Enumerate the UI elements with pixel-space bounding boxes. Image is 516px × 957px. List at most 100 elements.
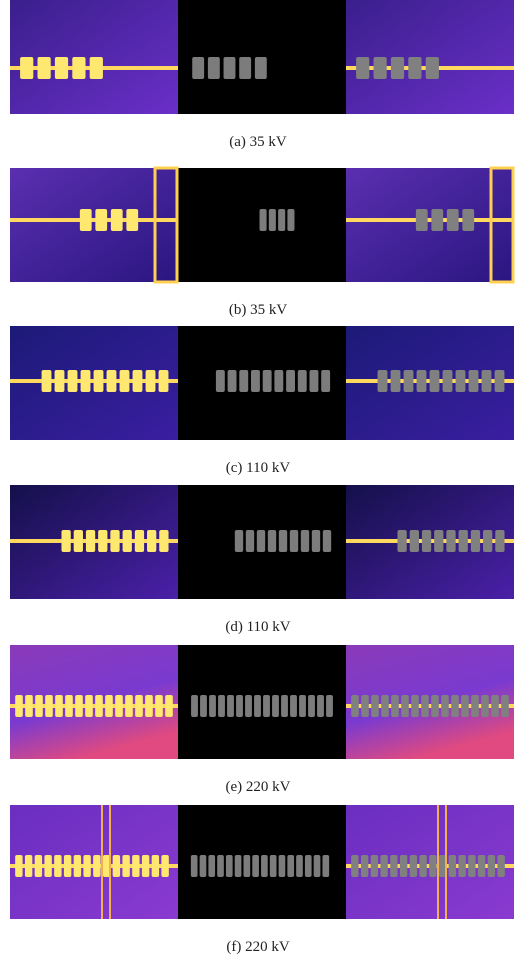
insulator-disc: [281, 695, 288, 717]
insulator-disc: [351, 855, 358, 877]
insulator-disc: [126, 209, 138, 231]
insulator-disc: [278, 209, 285, 231]
insulator-disc: [83, 855, 90, 877]
insulator-disc: [299, 695, 306, 717]
insulator-disc: [308, 695, 315, 717]
insulator-disc: [135, 530, 144, 552]
insulator-disc: [272, 695, 279, 717]
insulator-disc: [404, 370, 414, 392]
insulator-disc: [426, 57, 439, 79]
insulator-disc: [401, 695, 409, 717]
insulator-disc: [61, 530, 70, 552]
insulator-disc: [155, 695, 163, 717]
insulator-disc: [235, 530, 243, 552]
insulator-disc: [321, 370, 330, 392]
insulator-disc: [68, 370, 78, 392]
insulator-disc: [255, 57, 267, 79]
insulator-disc: [471, 530, 480, 552]
insulator-disc: [208, 855, 215, 877]
insulator-disc: [449, 855, 456, 877]
insulator-disc: [497, 855, 504, 877]
insulator-disc: [208, 57, 220, 79]
insulator-disc: [226, 855, 233, 877]
insulator-disc: [268, 530, 276, 552]
insulator-disc: [146, 370, 156, 392]
insulator-disc: [244, 855, 251, 877]
insulator-disc: [159, 530, 168, 552]
insulator-disc: [257, 530, 265, 552]
insulator-disc: [235, 855, 242, 877]
insulator-disc: [481, 695, 489, 717]
insulator-disc: [64, 855, 71, 877]
insulator-disc: [434, 530, 443, 552]
insulator-disc: [254, 695, 261, 717]
insulator-disc: [430, 370, 440, 392]
insulator-disc: [95, 695, 103, 717]
insulator-disc: [287, 209, 294, 231]
insulator-disc: [159, 370, 169, 392]
insulator-disc: [55, 370, 65, 392]
insulator-disc: [411, 695, 419, 717]
insulator-disc: [54, 855, 61, 877]
insulator-disc: [371, 855, 378, 877]
insulator-disc: [446, 530, 455, 552]
insulator-disc: [270, 855, 277, 877]
insulator-disc: [447, 209, 459, 231]
insulator-disc: [42, 370, 52, 392]
insulator-disc: [165, 695, 173, 717]
insulator-disc: [431, 209, 443, 231]
insulator-disc: [218, 695, 225, 717]
insulator-disc: [93, 855, 100, 877]
insulator-disc: [261, 855, 268, 877]
overlay-image: [346, 168, 514, 282]
insulator-disc: [191, 695, 198, 717]
insulator-disc: [245, 695, 252, 717]
insulator-disc: [133, 370, 143, 392]
insulator-disc: [123, 530, 132, 552]
insulator-disc: [111, 209, 123, 231]
insulator-disc: [410, 855, 417, 877]
insulator-disc: [44, 855, 51, 877]
insulator-disc: [373, 57, 386, 79]
insulator-disc: [98, 530, 107, 552]
caption: (b) 35 kV: [229, 302, 287, 318]
insulator-disc: [86, 530, 95, 552]
insulator-disc: [326, 695, 333, 717]
figure-row: (e) 220 kV: [10, 645, 514, 795]
insulator-disc: [397, 530, 406, 552]
caption: (f) 220 kV: [226, 939, 289, 955]
insulator-disc: [305, 855, 312, 877]
insulator-disc: [483, 530, 492, 552]
caption: (e) 220 kV: [226, 779, 291, 795]
insulator-disc: [152, 855, 159, 877]
insulator-disc: [72, 57, 85, 79]
insulator-disc: [482, 370, 492, 392]
insulator-disc: [429, 855, 436, 877]
insulator-disc: [132, 855, 139, 877]
insulator-disc: [217, 855, 224, 877]
insulator-disc: [323, 530, 331, 552]
insulator-disc: [55, 695, 63, 717]
insulator-disc: [263, 370, 272, 392]
insulator-disc: [81, 370, 91, 392]
insulator-disc: [468, 855, 475, 877]
insulator-disc: [310, 370, 319, 392]
insulator-disc: [391, 370, 401, 392]
insulator-disc: [279, 855, 286, 877]
insulator-disc: [471, 695, 479, 717]
insulator-disc: [298, 370, 307, 392]
insulator-disc: [317, 695, 324, 717]
insulator-disc: [361, 855, 368, 877]
insulator-disc: [35, 855, 42, 877]
insulator-disc: [443, 370, 453, 392]
insulator-disc: [85, 695, 93, 717]
insulator-disc: [488, 855, 495, 877]
insulator-disc: [15, 855, 22, 877]
insulator-disc: [161, 855, 168, 877]
insulator-disc: [390, 855, 397, 877]
insulator-disc: [25, 695, 33, 717]
insulator-disc: [469, 370, 479, 392]
insulator-disc: [451, 695, 459, 717]
insulator-disc: [135, 695, 143, 717]
insulator-disc: [200, 695, 207, 717]
